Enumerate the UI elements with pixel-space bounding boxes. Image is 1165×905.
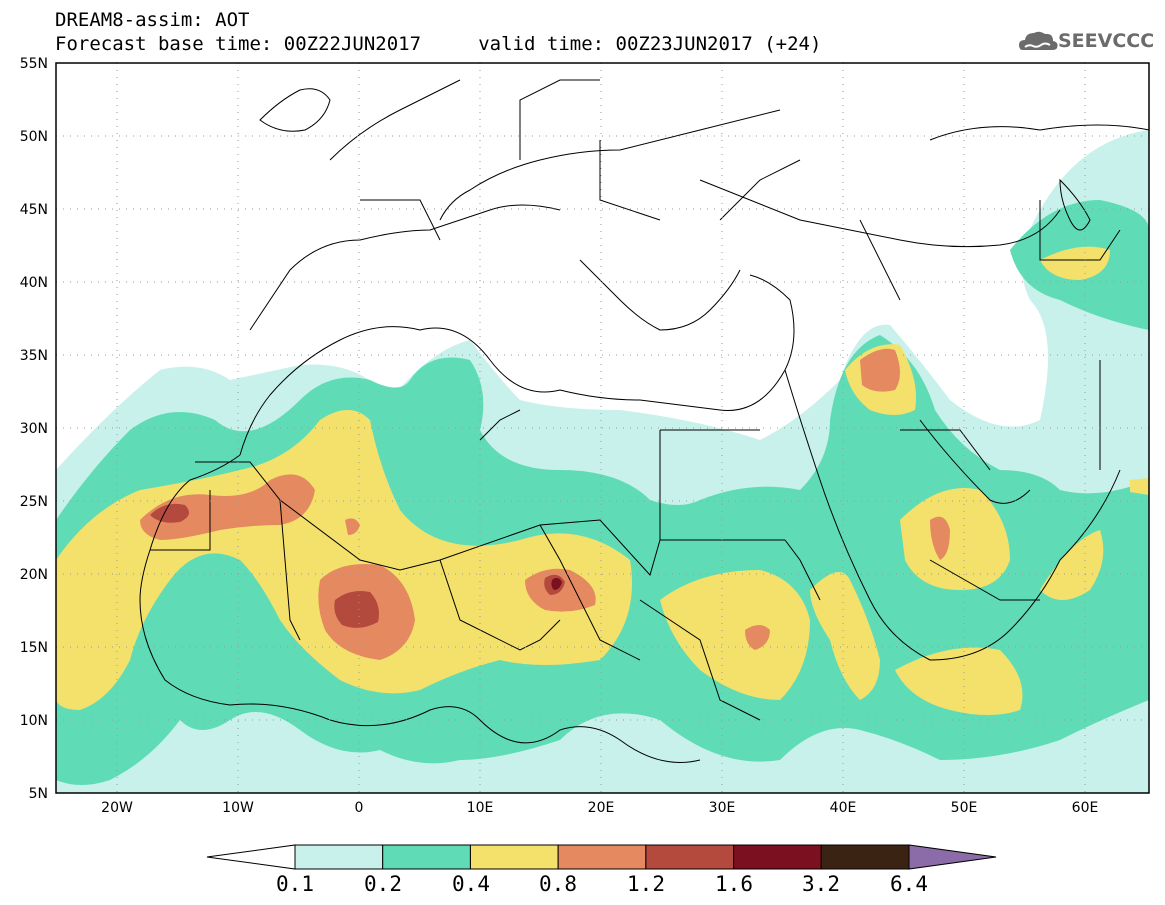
lat-tick-label: 45N bbox=[20, 202, 48, 218]
colorbar-label: 0.8 bbox=[539, 872, 577, 896]
lon-axis: 20W 10W 0 10E 20E 30E 40E 50E 60E bbox=[101, 800, 1098, 816]
aot-level-1.6 bbox=[551, 577, 562, 590]
lon-tick-label: 60E bbox=[1072, 800, 1099, 816]
colorbar-label: 3.2 bbox=[802, 872, 840, 896]
colorbar-under-triangle bbox=[206, 844, 296, 870]
logo-text: SEEVCCC bbox=[1058, 30, 1155, 52]
gridlines bbox=[56, 63, 1149, 793]
colorbar-label: 6.4 bbox=[890, 872, 928, 896]
country-borders bbox=[150, 79, 1121, 721]
lat-tick-label: 20N bbox=[20, 567, 48, 583]
colorbar-cell bbox=[382, 844, 471, 870]
lat-tick-label: 15N bbox=[20, 640, 48, 656]
lon-tick-label: 0 bbox=[355, 800, 364, 816]
colorbar-cell bbox=[645, 844, 735, 870]
lon-tick-label: 50E bbox=[951, 800, 978, 816]
lon-tick-label: 20E bbox=[588, 800, 615, 816]
lat-tick-label: 30N bbox=[20, 421, 48, 437]
lat-tick-label: 10N bbox=[20, 713, 48, 729]
cloud-icon bbox=[1019, 31, 1058, 50]
colorbar-cell bbox=[733, 844, 822, 870]
lat-tick-label: 35N bbox=[20, 348, 48, 364]
colorbar-cell bbox=[294, 844, 384, 870]
lat-axis: 5N 10N 15N 20N 25N 30N 35N 40N 45N 50N 5… bbox=[20, 56, 48, 802]
colorbar-cell bbox=[469, 844, 559, 870]
lat-tick-label: 5N bbox=[29, 786, 48, 802]
map-title: DREAM8-assim: AOT bbox=[55, 9, 250, 31]
aot-level-0.4 bbox=[56, 246, 1149, 715]
colorbar-label: 0.1 bbox=[276, 872, 314, 896]
colorbar-label: 1.6 bbox=[715, 872, 753, 896]
lat-tick-label: 40N bbox=[20, 275, 48, 291]
colorbar-over-triangle bbox=[908, 844, 997, 870]
dust-field bbox=[56, 130, 1149, 793]
lon-tick-label: 10W bbox=[222, 800, 254, 816]
colorbar-label: 1.2 bbox=[627, 872, 665, 896]
colorbar-cell bbox=[557, 844, 647, 870]
colorbar: 0.1 0.2 0.4 0.8 1.2 1.6 3.2 6.4 bbox=[206, 844, 997, 896]
map-frame bbox=[55, 62, 1150, 794]
lon-tick-label: 10E bbox=[467, 800, 494, 816]
forecast-time-line: Forecast base time: 00Z22JUN2017 valid t… bbox=[55, 33, 822, 55]
lon-tick-label: 30E bbox=[709, 800, 736, 816]
lon-tick-label: 20W bbox=[101, 800, 133, 816]
lat-tick-label: 25N bbox=[20, 494, 48, 510]
lon-tick-label: 40E bbox=[830, 800, 857, 816]
colorbar-label: 0.4 bbox=[452, 872, 490, 896]
aot-level-0.8 bbox=[140, 348, 950, 660]
lat-tick-label: 50N bbox=[20, 129, 48, 145]
lat-tick-label: 55N bbox=[20, 56, 48, 72]
colorbar-cell bbox=[820, 844, 910, 870]
colorbar-label: 0.2 bbox=[364, 872, 402, 896]
